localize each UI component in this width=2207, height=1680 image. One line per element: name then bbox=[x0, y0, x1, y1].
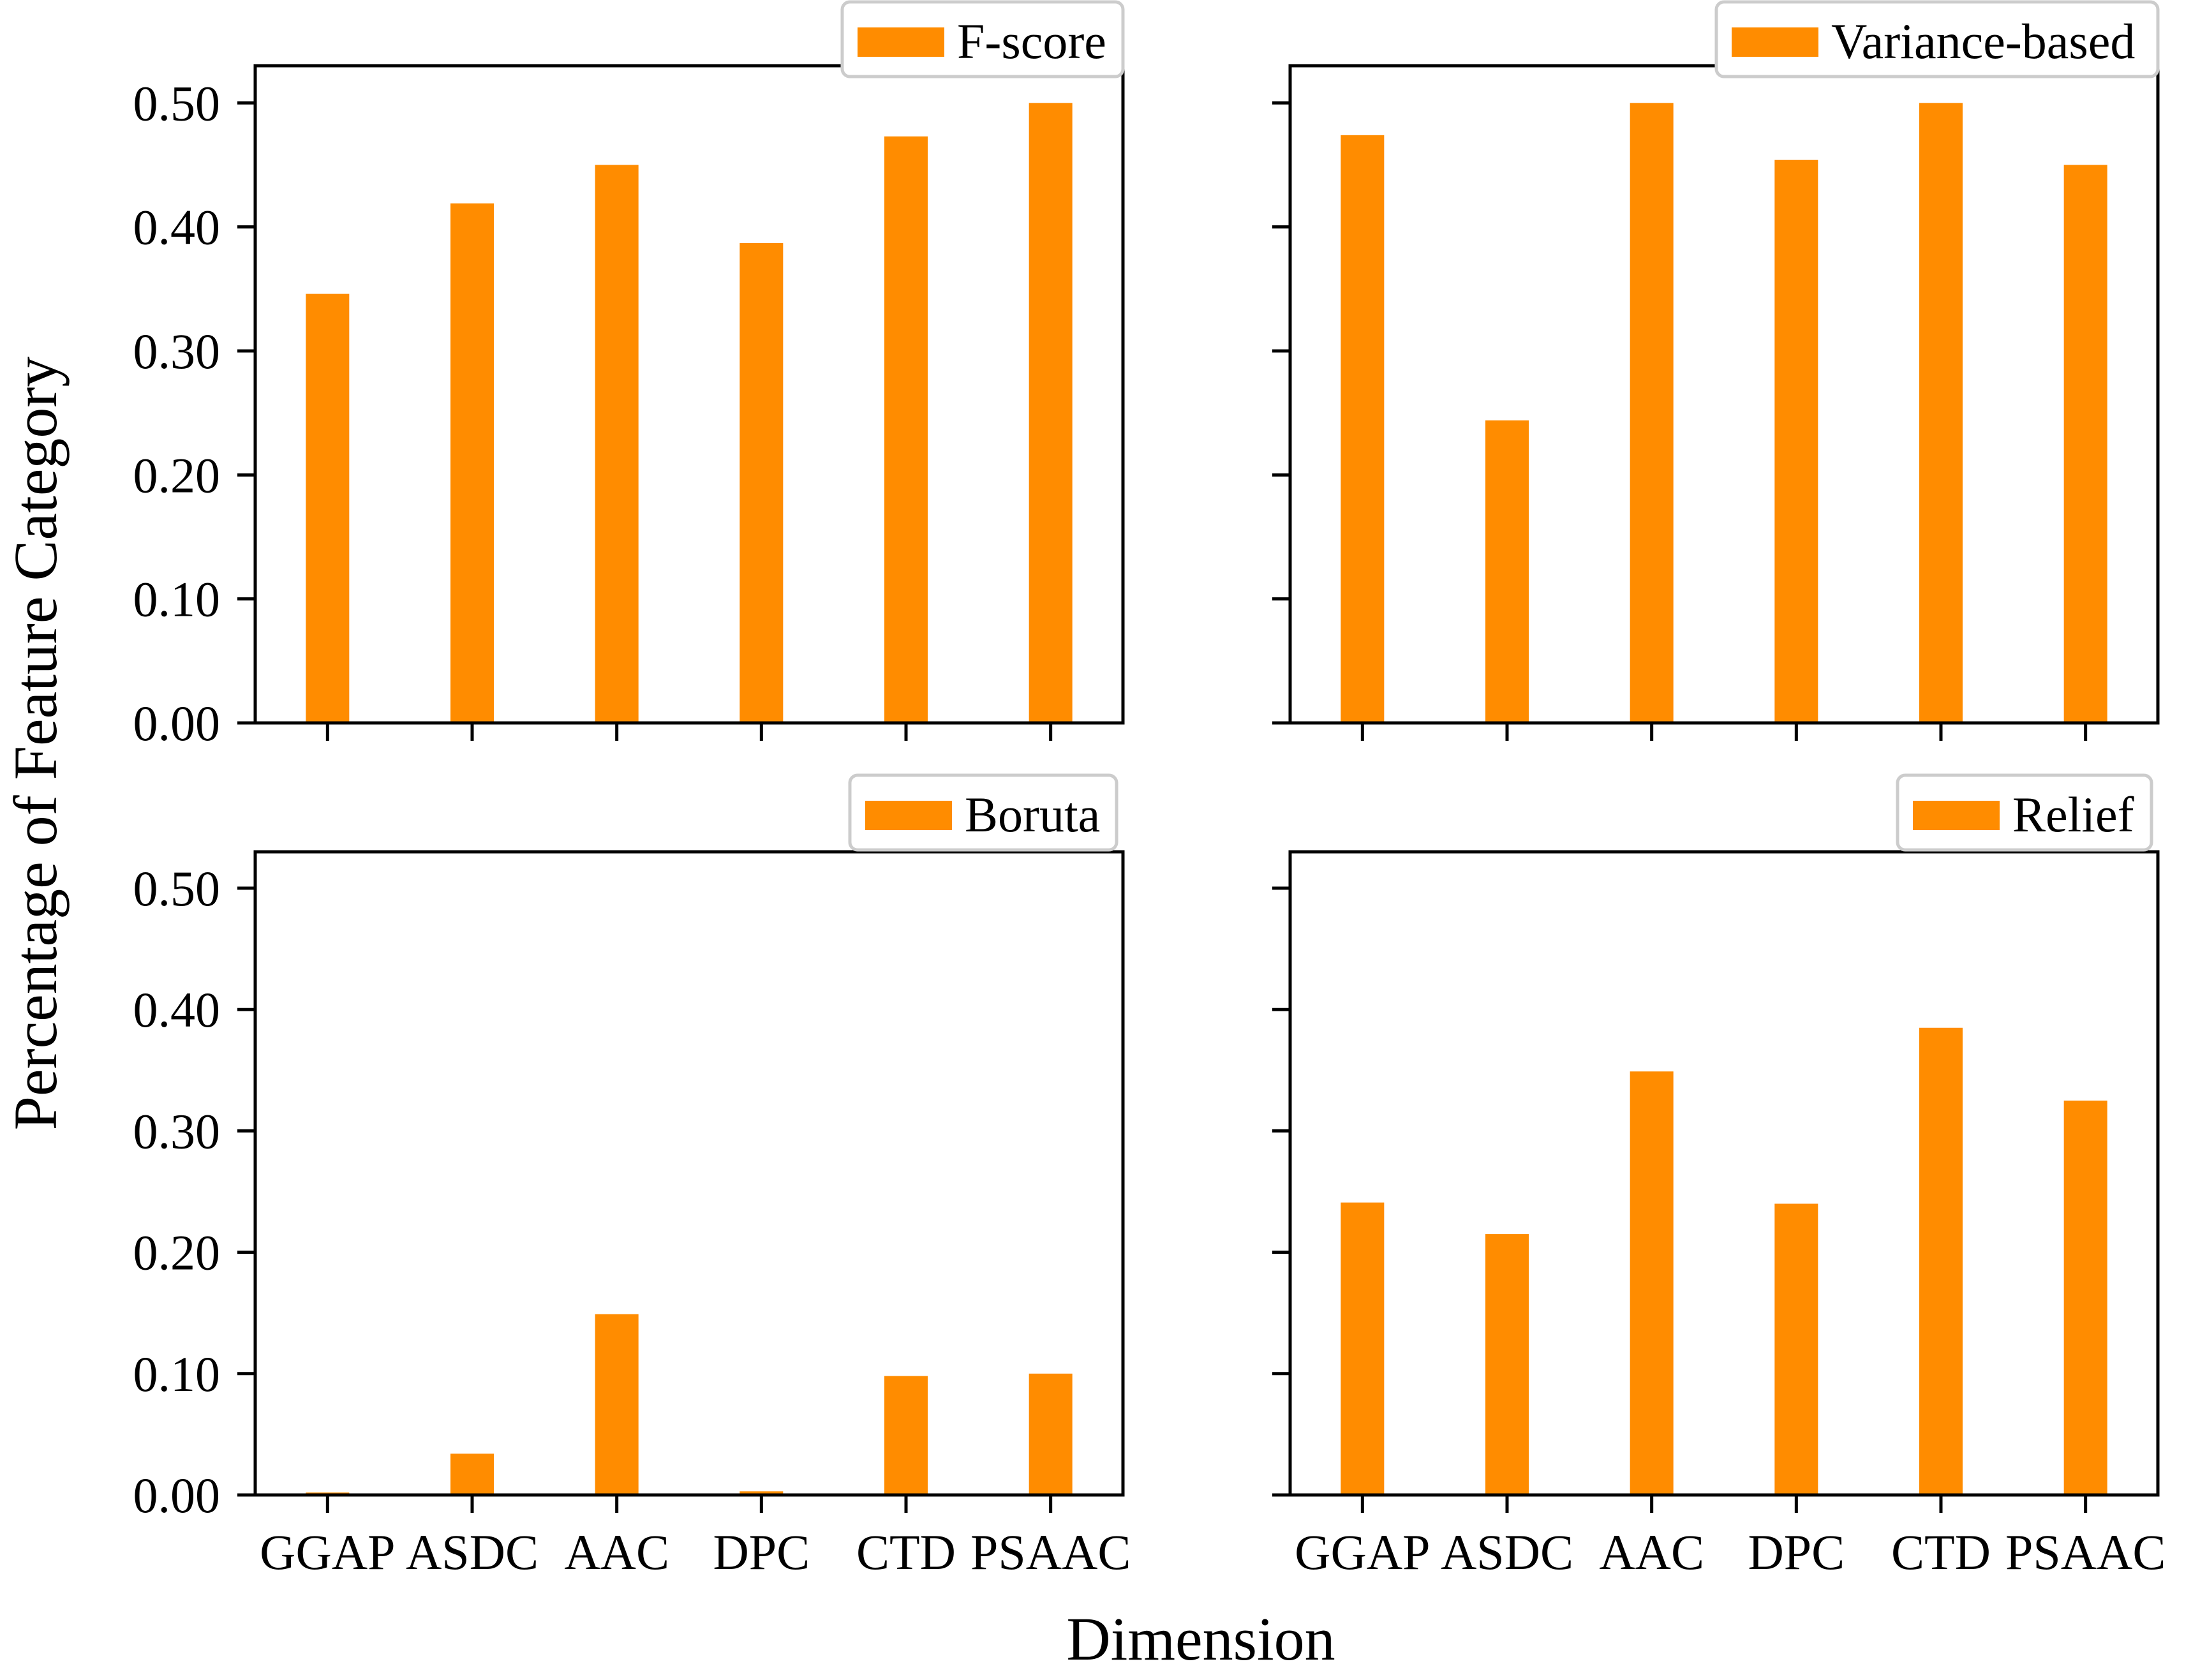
axes-frame bbox=[253, 850, 1125, 1497]
x-tick-label: ASDC bbox=[406, 1524, 539, 1580]
bar-psaac bbox=[2063, 165, 2107, 724]
legend-swatch bbox=[865, 801, 952, 830]
legend-label: F-score bbox=[957, 13, 1106, 69]
bar-ggap bbox=[1341, 1202, 1385, 1495]
x-tick-label: ASDC bbox=[1441, 1524, 1573, 1580]
bar-aac bbox=[1630, 1071, 1674, 1495]
bar-dpc bbox=[739, 1491, 784, 1495]
panels: 0.00 0.10 0.20 0.30 0.40 0.50 F-score Variance-… bbox=[133, 0, 2166, 1580]
bar-psaac bbox=[2063, 1100, 2107, 1495]
bar-asdc bbox=[450, 1453, 494, 1495]
legend-box bbox=[1714, 0, 2160, 78]
bar-ctd bbox=[884, 1376, 928, 1495]
y-tick-label: 0.20 bbox=[133, 1225, 221, 1281]
x-tick-label: DPC bbox=[713, 1524, 810, 1580]
y-tick-label: 0.10 bbox=[133, 572, 221, 627]
bar-ggap bbox=[1341, 135, 1385, 723]
x-tick-label: AAC bbox=[564, 1524, 669, 1580]
panel-1: 0.00 0.10 0.20 0.30 0.40 0.50 F-score bbox=[133, 0, 1125, 751]
x-tick-label: CTD bbox=[856, 1524, 956, 1580]
legend-label: Variance-based bbox=[1831, 13, 2135, 69]
axes-frame bbox=[1288, 64, 2160, 725]
x-tick-label: GGAP bbox=[260, 1524, 395, 1580]
x-tick-label: CTD bbox=[1891, 1524, 1991, 1580]
legend-box bbox=[1896, 773, 2153, 852]
bar-asdc bbox=[450, 203, 494, 723]
y-tick-label: 0.30 bbox=[133, 323, 221, 379]
y-tick-label: 0.00 bbox=[133, 695, 221, 751]
legend-swatch bbox=[1913, 801, 2000, 830]
legend-swatch bbox=[1732, 27, 1818, 57]
bar-dpc bbox=[1774, 1203, 1818, 1495]
y-tick-label: 0.00 bbox=[133, 1468, 221, 1523]
y-tick-label: 0.50 bbox=[133, 75, 221, 131]
axes-frame bbox=[253, 64, 1125, 725]
y-tick-label: 0.10 bbox=[133, 1346, 221, 1402]
legend-label: Relief bbox=[2012, 787, 2134, 842]
legend-box bbox=[840, 0, 1125, 78]
bar-aac bbox=[1630, 103, 1674, 723]
axes-frame bbox=[1288, 850, 2160, 1497]
bar-psaac bbox=[1029, 1373, 1073, 1495]
y-tick-label: 0.20 bbox=[133, 447, 221, 503]
bar-ctd bbox=[1919, 1027, 1963, 1495]
y-tick-label: 0.30 bbox=[133, 1103, 221, 1159]
x-tick-label: AAC bbox=[1599, 1524, 1704, 1580]
bar-aac bbox=[595, 1314, 639, 1495]
x-tick-label: PSAAC bbox=[2005, 1524, 2166, 1580]
legend: F-score bbox=[840, 0, 1125, 78]
bar-ggap bbox=[306, 294, 350, 723]
legend-box bbox=[848, 773, 1118, 852]
y-tick-label: 0.40 bbox=[133, 982, 221, 1037]
bar-aac bbox=[595, 165, 639, 724]
legend-label: Boruta bbox=[965, 787, 1100, 842]
panel-2: Variance-based bbox=[1272, 0, 2160, 741]
x-axis-label: Dimension bbox=[1066, 1605, 1335, 1673]
bar-asdc bbox=[1485, 1234, 1529, 1495]
bar-ctd bbox=[1919, 103, 1963, 723]
legend-swatch bbox=[858, 27, 944, 57]
x-tick-label: GGAP bbox=[1295, 1524, 1430, 1580]
legend: Variance-based bbox=[1714, 0, 2160, 78]
x-tick-label: DPC bbox=[1748, 1524, 1845, 1580]
bar-dpc bbox=[739, 242, 784, 724]
legend: Relief bbox=[1896, 773, 2153, 852]
x-tick-label: PSAAC bbox=[970, 1524, 1131, 1580]
legend: Boruta bbox=[848, 773, 1118, 852]
bar-ctd bbox=[884, 136, 928, 724]
y-axis-label: Percentage of Feature Category bbox=[1, 357, 70, 1131]
panel-3: GGAP ASDC AAC DPC CTD PSAAC 0.00 0.10 0.20 0.30 0.… bbox=[133, 773, 1131, 1580]
y-tick-label: 0.40 bbox=[133, 200, 221, 255]
bar-dpc bbox=[1774, 160, 1818, 723]
panel-4: GGAP ASDC AAC DPC CTD PSAAC Relief bbox=[1272, 773, 2166, 1580]
bar-asdc bbox=[1485, 420, 1529, 723]
y-tick-label: 0.50 bbox=[133, 861, 221, 916]
bar-psaac bbox=[1029, 103, 1073, 723]
